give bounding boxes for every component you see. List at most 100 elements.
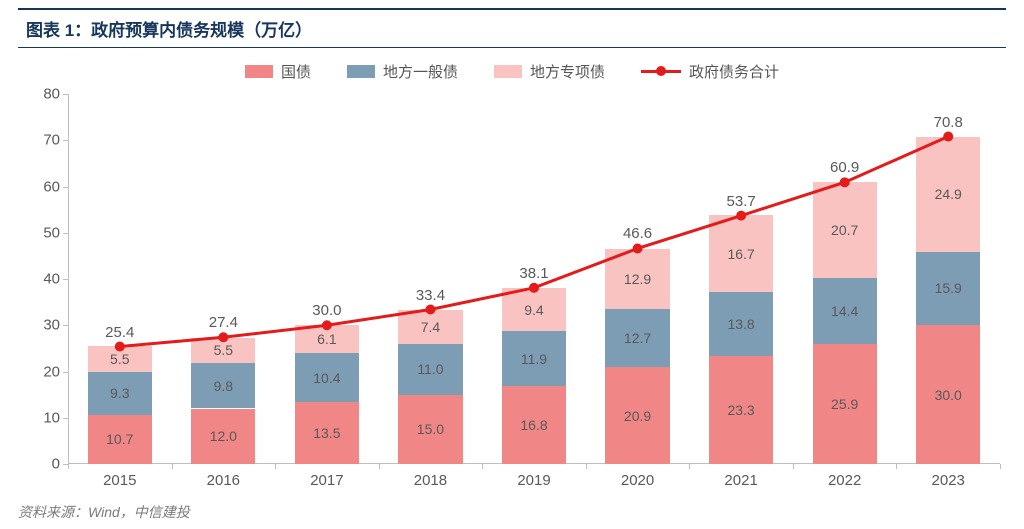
bar-seg-series2: 14.4 [813,278,877,345]
bar-group: 10.7 9.3 5.5 [88,94,152,464]
plot-area: 01020304050607080201510.79.35.525.420161… [68,94,1000,464]
x-tick-mark [1000,464,1001,469]
chart-title: 图表 1：政府预算内债务规模（万亿） [26,21,312,40]
x-tick-mark [482,464,483,469]
bar-seg-series3: 7.4 [398,310,462,344]
chart-title-bar: 图表 1：政府预算内债务规模（万亿） [18,8,1006,48]
x-tick-label: 2021 [724,464,757,489]
bar-group: 15.0 11.0 7.4 [398,94,462,464]
legend-label-series2: 地方一般债 [383,61,458,82]
bar-seg-series1: 13.5 [295,402,359,464]
bar-seg-series1: 23.3 [709,356,773,464]
bar-group: 23.3 13.8 16.7 [709,94,773,464]
total-label: 46.6 [623,225,652,242]
bar-seg-label: 20.7 [813,222,877,238]
bar-seg-series1: 10.7 [88,415,152,464]
bar-seg-series3: 9.4 [502,288,566,331]
total-label: 70.8 [934,114,963,131]
bar-seg-series2: 10.4 [295,353,359,401]
chart-legend: 国债 地方一般债 地方专项债 政府债务合计 [0,54,1024,88]
y-tick-mark [63,140,68,141]
bar-seg-label: 23.3 [709,402,773,418]
chart-source: 资料来源：Wind，中信建投 [18,502,1006,522]
x-tick-label: 2016 [207,464,240,489]
total-label: 60.9 [830,159,859,176]
y-tick-mark [63,372,68,373]
bar-seg-series3: 12.9 [605,249,669,309]
bar-seg-series1: 20.9 [605,367,669,464]
legend-swatch-series3 [494,65,522,78]
x-tick-mark [586,464,587,469]
bar-seg-label: 10.7 [88,431,152,447]
bar-seg-series2: 9.3 [88,372,152,415]
y-tick-mark [63,418,68,419]
bar-seg-label: 11.9 [502,351,566,367]
bar-seg-label: 12.7 [605,330,669,346]
x-tick-mark [689,464,690,469]
bar-seg-series2: 9.8 [191,363,255,408]
y-tick-mark [63,325,68,326]
total-label: 33.4 [416,287,445,304]
legend-item-line: 政府债务合计 [641,61,779,82]
bar-seg-label: 13.5 [295,425,359,441]
total-label: 53.7 [727,193,756,210]
bar-seg-label: 15.0 [398,421,462,437]
bar-seg-label: 13.8 [709,316,773,332]
total-label: 27.4 [209,314,238,331]
y-tick-mark [63,233,68,234]
bar-group: 25.9 14.4 20.7 [813,94,877,464]
x-tick-mark [172,464,173,469]
x-tick-mark [793,464,794,469]
bar-seg-label: 24.9 [916,186,980,202]
legend-label-line: 政府债务合计 [689,61,779,82]
legend-item-series2: 地方一般债 [347,61,458,82]
bar-seg-series2: 11.9 [502,331,566,386]
bar-group: 12.09.85.5 [191,94,255,464]
x-tick-mark [379,464,380,469]
bar-seg-label: 6.1 [295,331,359,347]
x-tick-label: 2015 [103,464,136,489]
bar-seg-label: 14.4 [813,303,877,319]
bar-seg-label: 15.9 [916,280,980,296]
bar-group: 30.0 15.9 24.9 [916,94,980,464]
x-tick-label: 2017 [310,464,343,489]
legend-swatch-series1 [245,65,273,78]
bar-seg-label: 16.7 [709,246,773,262]
legend-label-series1: 国债 [281,61,311,82]
bar-seg-series3: 5.5 [191,338,255,363]
y-tick-mark [63,187,68,188]
bar-group: 13.5 10.4 6.1 [295,94,359,464]
bar-seg-series3: 5.5 [88,346,152,371]
x-tick-label: 2022 [828,464,861,489]
bar-seg-series3: 24.9 [916,137,980,252]
legend-swatch-line [641,64,681,78]
bar-seg-label: 5.5 [88,351,152,367]
x-tick-label: 2023 [932,464,965,489]
bar-seg-label: 30.0 [916,387,980,403]
legend-swatch-series2 [347,65,375,78]
bar-seg-series2: 11.0 [398,344,462,395]
bar-seg-label: 9.4 [502,302,566,318]
bar-seg-label: 11.0 [398,361,462,377]
chart-area: 01020304050607080201510.79.35.525.420161… [18,88,1006,492]
x-tick-mark [896,464,897,469]
legend-item-series3: 地方专项债 [494,61,605,82]
bar-seg-label: 7.4 [398,319,462,335]
bar-seg-series1: 12.0 [191,409,255,465]
bar-seg-series3: 16.7 [709,215,773,292]
bar-seg-label: 20.9 [605,408,669,424]
bar-seg-series3: 20.7 [813,182,877,278]
bar-seg-series2: 13.8 [709,292,773,356]
x-tick-mark [275,464,276,469]
bar-seg-series1: 15.0 [398,395,462,464]
legend-label-series3: 地方专项债 [530,61,605,82]
bar-seg-series1: 25.9 [813,344,877,464]
bar-seg-series2: 12.7 [605,309,669,368]
bar-seg-label: 12.9 [605,271,669,287]
bar-seg-label: 9.3 [88,385,152,401]
y-tick-mark [63,94,68,95]
y-axis [68,94,69,464]
x-tick-label: 2019 [517,464,550,489]
x-tick-label: 2020 [621,464,654,489]
y-tick-mark [63,279,68,280]
